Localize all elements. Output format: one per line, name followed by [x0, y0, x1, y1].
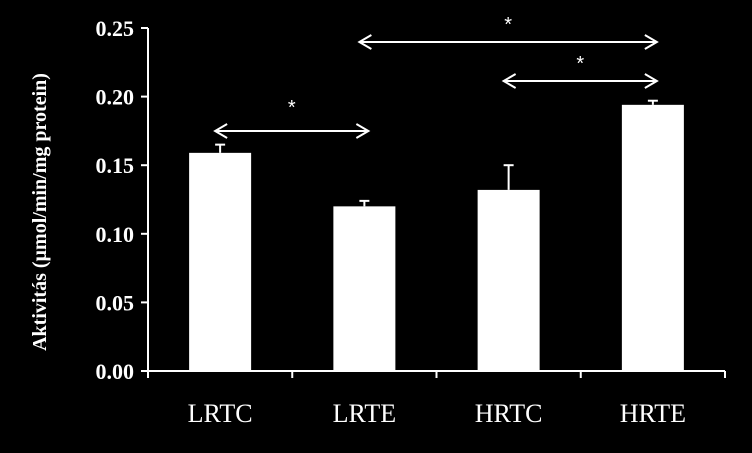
y-axis-label: Aktivitás (µmol/min/mg protein) — [29, 73, 51, 351]
arrow-head-right — [355, 123, 371, 139]
x-tick-label: HRTC — [475, 399, 543, 428]
bar-hrtc — [477, 189, 540, 371]
plot-area: 0.00 0.05 0.10 0.15 0.20 0.25 LRTC LRTE HRTC HRTE… — [96, 14, 726, 428]
y-tick-label: 0.25 — [96, 16, 135, 41]
y-tick-label: 0.15 — [96, 153, 135, 178]
arrow-head-left — [501, 73, 517, 89]
bar-lrte — [333, 206, 396, 371]
significance-star: * — [288, 97, 296, 119]
x-tick-label: LRTC — [188, 399, 253, 428]
y-tick-label: 0.20 — [96, 85, 135, 110]
arrow-head-right — [644, 34, 659, 50]
y-tick-label: 0.10 — [96, 222, 135, 247]
x-tick-label: LRTE — [333, 399, 396, 428]
bar-hrte — [621, 104, 684, 371]
x-tick-label: HRTE — [620, 399, 686, 428]
arrow-head-right — [644, 73, 659, 89]
bar-lrtc — [189, 152, 252, 371]
y-tick-label: 0.05 — [96, 290, 135, 315]
arrow-head-left — [357, 34, 372, 50]
significance-star: * — [576, 53, 584, 75]
significance-star: * — [504, 14, 512, 36]
y-tick-label: 0.00 — [96, 359, 135, 384]
arrow-head-left — [213, 123, 228, 139]
